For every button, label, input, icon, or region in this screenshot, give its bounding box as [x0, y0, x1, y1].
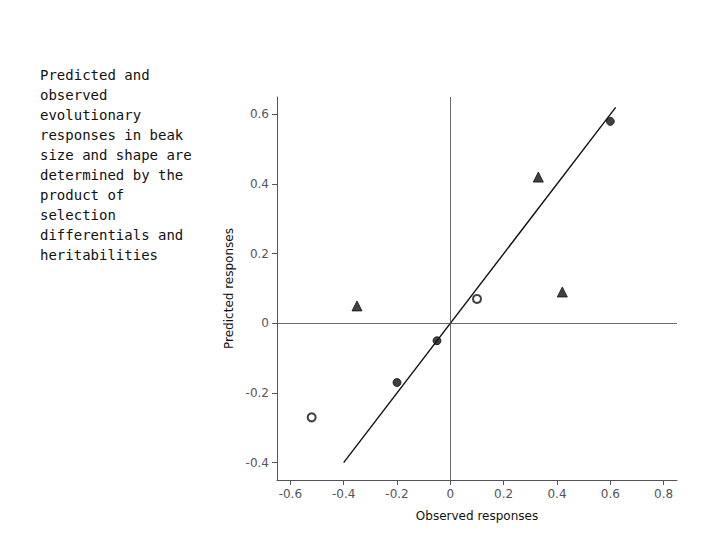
svg-text:responses in beak: responses in beak	[40, 127, 184, 143]
svg-text:0: 0	[261, 316, 269, 330]
svg-text:size and shape are: size and shape are	[40, 147, 192, 163]
svg-text:product of: product of	[40, 187, 124, 203]
svg-text:0.2: 0.2	[250, 247, 269, 261]
svg-text:0.2: 0.2	[494, 487, 513, 501]
svg-text:Predicted and: Predicted and	[40, 67, 150, 83]
svg-text:evolutionary: evolutionary	[40, 107, 141, 123]
svg-text:0.6: 0.6	[250, 107, 269, 121]
svg-text:Observed responses: Observed responses	[416, 509, 538, 523]
svg-text:0.4: 0.4	[547, 487, 566, 501]
svg-text:0.8: 0.8	[654, 487, 673, 501]
svg-text:determined by the: determined by the	[40, 167, 183, 183]
svg-text:-0.4: -0.4	[332, 487, 355, 501]
svg-text:heritabilities: heritabilities	[40, 247, 158, 263]
svg-text:selection: selection	[40, 207, 116, 223]
svg-text:-0.4: -0.4	[246, 456, 269, 470]
svg-text:0.4: 0.4	[250, 177, 269, 191]
svg-text:observed: observed	[40, 87, 107, 103]
svg-text:-0.6: -0.6	[279, 487, 302, 501]
svg-text:differentials and: differentials and	[40, 227, 183, 243]
svg-text:0: 0	[447, 487, 455, 501]
svg-text:Predicted responses: Predicted responses	[222, 228, 236, 349]
svg-text:-0.2: -0.2	[385, 487, 408, 501]
svg-text:-0.2: -0.2	[246, 386, 269, 400]
svg-text:0.6: 0.6	[601, 487, 620, 501]
